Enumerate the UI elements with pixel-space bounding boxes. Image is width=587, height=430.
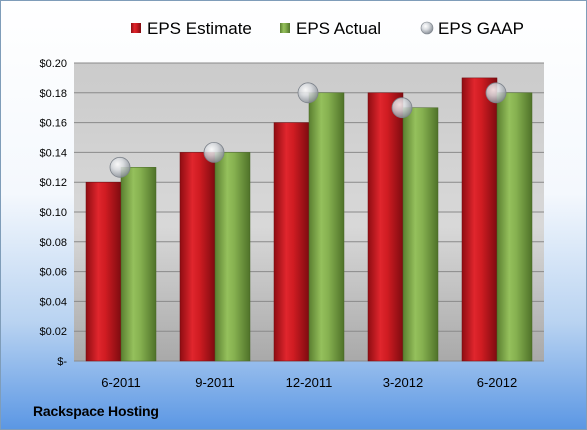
eps-gaap-marker xyxy=(391,97,413,119)
eps-estimate-bar xyxy=(461,77,498,362)
legend-swatch xyxy=(131,23,141,33)
y-tick-label: $0.08 xyxy=(39,237,67,249)
eps-estimate-bar xyxy=(273,122,310,362)
eps-estimate-bar xyxy=(367,92,404,362)
x-tick-label: 3-2012 xyxy=(383,375,423,390)
eps-actual-bar xyxy=(214,152,251,362)
x-tick-label: 6-2012 xyxy=(477,375,517,390)
legend-swatch xyxy=(280,23,290,33)
legend: EPS Estimate EPS Actual EPS GAAP xyxy=(131,19,524,38)
y-tick-label: $0.14 xyxy=(39,147,67,159)
y-tick-label: $- xyxy=(57,356,67,368)
y-axis: $- $0.02 $0.04 $0.06 $0.08 $0.10 $0.12 $0.14 $0.… xyxy=(39,58,67,368)
eps-actual-bar xyxy=(402,107,439,362)
eps-gaap-marker xyxy=(203,141,225,163)
company-name: Rackspace Hosting xyxy=(33,403,159,419)
bars xyxy=(85,77,533,362)
y-tick-label: $0.04 xyxy=(39,296,67,308)
y-tick-label: $0.18 xyxy=(39,88,67,100)
legend-label: EPS Actual xyxy=(296,19,381,38)
y-tick-label: $0.02 xyxy=(39,326,67,338)
eps-gaap-marker xyxy=(297,82,319,104)
gaap-markers xyxy=(109,82,507,178)
y-tick-label: $0.20 xyxy=(39,58,67,70)
x-tick-label: 6-2011 xyxy=(101,375,141,390)
eps-actual-bar xyxy=(496,92,533,362)
y-tick-label: $0.16 xyxy=(39,118,67,130)
legend-label: EPS Estimate xyxy=(147,19,252,38)
eps-actual-bar xyxy=(120,167,157,362)
eps-gaap-marker xyxy=(485,82,507,104)
y-tick-label: $0.06 xyxy=(39,267,67,279)
x-axis: 6-2011 9-2011 12-2011 3-2012 6-2012 xyxy=(101,375,517,390)
legend-label: EPS GAAP xyxy=(438,19,524,38)
x-tick-label: 9-2011 xyxy=(195,375,235,390)
eps-actual-bar xyxy=(308,92,345,362)
eps-estimate-bar xyxy=(85,181,122,362)
y-tick-label: $0.10 xyxy=(39,207,67,219)
eps-gaap-marker xyxy=(109,156,131,178)
y-tick-label: $0.12 xyxy=(39,177,67,189)
eps-estimate-bar xyxy=(179,152,216,362)
legend-swatch xyxy=(420,21,434,35)
x-tick-label: 12-2011 xyxy=(286,375,333,390)
